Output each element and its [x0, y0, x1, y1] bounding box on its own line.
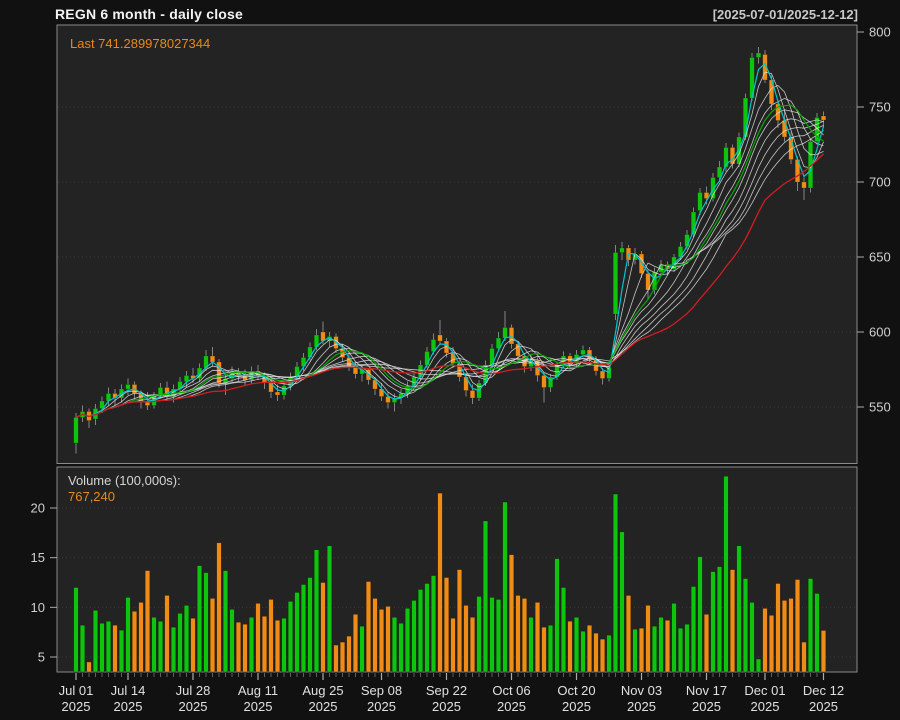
- svg-text:650: 650: [869, 250, 891, 265]
- svg-text:Nov 03: Nov 03: [621, 683, 662, 698]
- svg-text:Dec 12: Dec 12: [803, 683, 844, 698]
- svg-text:Sep 08: Sep 08: [361, 683, 402, 698]
- svg-text:Aug 25: Aug 25: [302, 683, 343, 698]
- svg-text:600: 600: [869, 325, 891, 340]
- date-range-label: [2025-07-01/2025-12-12]: [712, 7, 858, 22]
- svg-text:Oct 20: Oct 20: [557, 683, 595, 698]
- svg-text:2025: 2025: [809, 699, 838, 714]
- svg-text:Aug 11: Aug 11: [238, 683, 278, 698]
- svg-text:2025: 2025: [497, 699, 526, 714]
- svg-text:Jul 14: Jul 14: [111, 683, 146, 698]
- chart-title: REGN 6 month - daily close: [55, 6, 244, 22]
- svg-text:5: 5: [38, 650, 45, 665]
- svg-text:2025: 2025: [244, 699, 273, 714]
- svg-text:2025: 2025: [179, 699, 208, 714]
- svg-text:2025: 2025: [62, 699, 91, 714]
- svg-text:15: 15: [31, 550, 45, 565]
- svg-text:2025: 2025: [432, 699, 461, 714]
- svg-text:700: 700: [869, 175, 891, 190]
- svg-text:Oct 06: Oct 06: [492, 683, 530, 698]
- volume-legend: Volume (100,000s): 767,240: [68, 473, 181, 505]
- svg-text:20: 20: [31, 501, 45, 516]
- svg-text:750: 750: [869, 100, 891, 115]
- svg-text:10: 10: [31, 600, 45, 615]
- volume-legend-label: Volume (100,000s):: [68, 473, 181, 488]
- svg-text:2025: 2025: [309, 699, 338, 714]
- svg-text:2025: 2025: [367, 699, 396, 714]
- svg-text:2025: 2025: [627, 699, 656, 714]
- svg-text:550: 550: [869, 400, 891, 415]
- svg-text:Sep 22: Sep 22: [426, 683, 467, 698]
- svg-text:Jul 28: Jul 28: [176, 683, 211, 698]
- svg-text:2025: 2025: [751, 699, 780, 714]
- svg-text:Dec 01: Dec 01: [744, 683, 785, 698]
- svg-text:800: 800: [869, 25, 891, 40]
- svg-text:2025: 2025: [692, 699, 721, 714]
- svg-text:Jul 01: Jul 01: [59, 683, 94, 698]
- svg-text:2025: 2025: [562, 699, 591, 714]
- svg-text:Nov 17: Nov 17: [686, 683, 727, 698]
- svg-text:2025: 2025: [114, 699, 143, 714]
- volume-legend-value: 767,240: [68, 489, 115, 504]
- last-price-label: Last 741.289978027344: [70, 36, 211, 51]
